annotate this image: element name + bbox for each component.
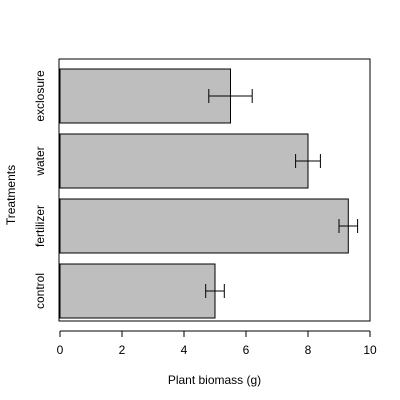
x-tick-label-8: 8 bbox=[305, 343, 312, 357]
y-axis-label: Treatments bbox=[4, 165, 18, 225]
category-label-control: control bbox=[33, 273, 47, 309]
bar-control bbox=[59, 263, 216, 319]
category-labels: control fertilizer water exclosure bbox=[33, 70, 47, 309]
x-tick-label-0: 0 bbox=[57, 343, 64, 357]
x-axis-label: Plant biomass (g) bbox=[168, 373, 261, 387]
category-label-exclosure: exclosure bbox=[33, 70, 47, 122]
bars bbox=[59, 68, 349, 319]
error-bar-water bbox=[295, 154, 321, 168]
x-tick-label-6: 6 bbox=[243, 343, 250, 357]
x-axis: 0 2 4 6 8 10 bbox=[57, 330, 377, 357]
category-label-water: water bbox=[33, 146, 47, 176]
error-bars bbox=[205, 89, 359, 298]
bar-exclosure bbox=[59, 68, 231, 124]
error-bar-exclosure bbox=[208, 89, 253, 103]
bar-water bbox=[59, 133, 309, 189]
x-tick-label-10: 10 bbox=[363, 343, 377, 357]
error-bar-control bbox=[205, 284, 225, 298]
bar-fertilizer bbox=[59, 198, 349, 254]
category-label-fertilizer: fertilizer bbox=[33, 205, 47, 247]
x-tick-label-2: 2 bbox=[119, 343, 126, 357]
error-bar-fertilizer bbox=[338, 219, 359, 233]
x-tick-label-4: 4 bbox=[181, 343, 188, 357]
plot-frame bbox=[58, 58, 371, 322]
